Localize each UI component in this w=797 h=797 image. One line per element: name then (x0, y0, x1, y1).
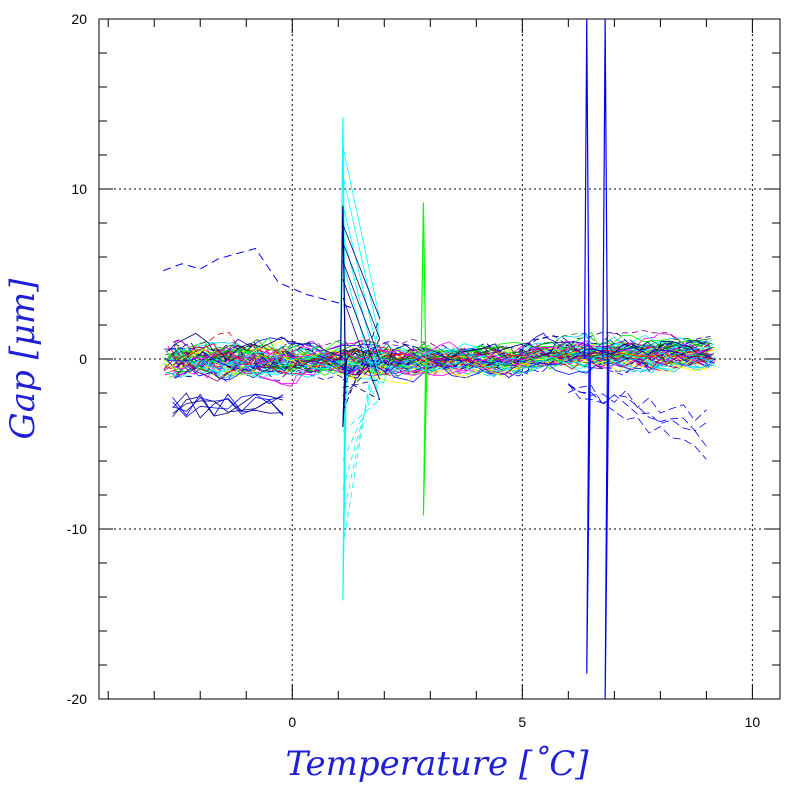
spike-fan (342, 318, 381, 413)
spike-fan (342, 358, 380, 397)
y-tick-label: -10 (67, 521, 87, 537)
axis-ticks (99, 18, 780, 700)
spike-fan (342, 175, 381, 339)
data-trace (176, 348, 710, 376)
data-trace (172, 393, 284, 417)
spike-trace (602, 18, 610, 700)
data-trace (170, 341, 712, 371)
spike-fan (342, 318, 381, 548)
spike-trace (583, 18, 592, 674)
spike-fan (342, 379, 381, 461)
data-trace (172, 341, 705, 370)
x-tick-label: 0 (288, 714, 296, 730)
x-tick-label: 10 (745, 714, 761, 730)
data-trace (172, 392, 284, 419)
spike-fan (342, 224, 381, 319)
data-trace (163, 348, 710, 376)
spike-fan (342, 242, 381, 339)
data-trace (172, 399, 284, 415)
spike-fan (342, 399, 380, 432)
data-trace (163, 349, 714, 379)
spike-fan (342, 260, 381, 360)
y-tick-label: 0 (79, 351, 87, 367)
spike-trace (339, 205, 348, 428)
y-axis-label: Gap [μm] (3, 278, 43, 440)
data-trace (567, 383, 707, 460)
y-tick-label: 20 (71, 11, 87, 27)
x-axis-label: Temperature [˚C] (285, 744, 589, 784)
data-trace (172, 393, 284, 418)
tick-labels: 0 5 10 -20 -10 0 10 20 (67, 11, 761, 730)
spike-fan (342, 338, 381, 405)
spike-fan (342, 338, 381, 519)
data-trace (176, 332, 710, 367)
spike-fan (342, 379, 380, 388)
data-trace (167, 346, 713, 373)
data-trace (568, 385, 707, 447)
data-trace (568, 383, 707, 422)
spike-fan (342, 279, 381, 380)
data-traces (163, 18, 716, 700)
data-trace (168, 332, 708, 366)
data-trace (165, 332, 711, 362)
data-trace (172, 348, 709, 382)
outlier-trace (163, 247, 353, 309)
spike-fan (342, 262, 381, 400)
spike-fan (342, 379, 380, 401)
data-trace (163, 330, 710, 370)
y-tick-label: 10 (71, 181, 87, 197)
data-trace (166, 344, 711, 379)
spike-fan (342, 146, 381, 319)
data-trace (172, 393, 284, 417)
spike-trace (420, 202, 428, 516)
spike-fan (342, 297, 381, 400)
x-tick-label: 5 (518, 714, 526, 730)
data-trace (163, 343, 711, 374)
data-trace (568, 384, 707, 432)
y-tick-label: -20 (67, 691, 87, 707)
